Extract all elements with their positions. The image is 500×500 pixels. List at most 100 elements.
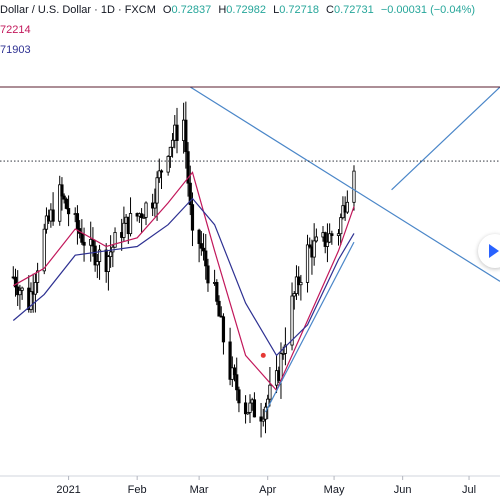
legend-ohlc-row: Dollar / U.S. Dollar · 1D · FXCM O0.7283…: [0, 0, 500, 20]
x-tick-label: May: [324, 484, 345, 496]
candle-body: [235, 374, 239, 391]
candle-body: [232, 367, 237, 376]
candle-body: [248, 402, 252, 413]
candle-body: [82, 241, 86, 246]
close-value: 0.72731: [334, 4, 374, 16]
event-marker: [260, 352, 266, 358]
candle-body: [246, 412, 250, 415]
ma-fast-line: [13, 171, 355, 392]
candle-body: [206, 265, 210, 284]
candle-body: [330, 233, 334, 236]
ma-slow-line: [12, 197, 355, 357]
low-value: 0.72718: [279, 4, 319, 16]
candle-body: [228, 341, 232, 380]
candle-body: [170, 139, 175, 148]
candle-body: [155, 177, 159, 204]
candle-body: [66, 208, 71, 215]
candle-body: [168, 146, 172, 157]
candle-body: [297, 276, 301, 286]
high-value: 0.72982: [226, 4, 267, 16]
close-label: C: [326, 4, 334, 16]
candle-body: [325, 241, 330, 247]
candle-body: [279, 353, 283, 381]
candle-body: [252, 399, 257, 418]
candle-body: [106, 256, 111, 272]
candle-body: [190, 204, 195, 231]
candle-body: [91, 239, 95, 247]
candle-body: [44, 215, 49, 230]
candle-body: [323, 232, 327, 247]
candle-body: [215, 282, 219, 302]
symbol-label: Dollar / U.S. Dollar · 1D · FXCM: [0, 4, 156, 16]
candle-body: [122, 222, 126, 238]
candle-body: [263, 406, 268, 420]
candle-body: [299, 282, 303, 286]
x-tick-label: Mar: [190, 484, 209, 496]
candle-body: [305, 244, 310, 283]
candle-body: [29, 291, 33, 310]
candle-body: [157, 170, 161, 179]
candle-body: [314, 236, 318, 242]
high-label: H: [218, 4, 227, 16]
candle-body: [153, 202, 157, 209]
legend-ma1-row: 72214: [0, 20, 500, 40]
candle-body: [221, 316, 226, 343]
trendline-ascending-long: [391, 86, 500, 191]
x-tick-label: Feb: [128, 484, 147, 496]
candle-body: [312, 240, 316, 258]
candle-body: [217, 300, 221, 317]
candle-body: [80, 232, 84, 243]
candle-body: [237, 389, 241, 404]
candle-body: [18, 289, 22, 296]
candle-body: [290, 295, 294, 346]
candle-body: [328, 233, 332, 243]
legend-ma2-row: 71903: [0, 40, 500, 60]
x-tick-label: Jun: [394, 484, 412, 496]
candle-body: [42, 228, 46, 272]
candle-body: [175, 124, 179, 141]
chart-legend: Dollar / U.S. Dollar · 1D · FXCM O0.7283…: [0, 0, 500, 60]
series-layer: [12, 171, 355, 392]
candle-body: [261, 418, 265, 422]
ma-fast-value: 72214: [0, 24, 31, 36]
candle-body: [281, 352, 285, 355]
candle-body: [243, 402, 248, 415]
candle-body: [345, 201, 349, 213]
candle-body: [142, 216, 146, 219]
trendline-ascending: [264, 241, 355, 413]
candle-body: [197, 229, 201, 244]
candle-body: [352, 170, 356, 203]
x-tick-label: 2021: [56, 484, 80, 496]
candle-body: [64, 198, 68, 209]
candle-body: [33, 282, 37, 295]
candle-body: [113, 232, 117, 248]
candle-body: [95, 261, 99, 266]
candle-body: [283, 344, 287, 354]
open-label: O: [162, 4, 172, 16]
candle-body: [60, 184, 64, 197]
candle-body: [36, 270, 40, 283]
candle-body: [97, 249, 102, 262]
candle-body: [144, 202, 148, 218]
candle-body: [75, 213, 80, 229]
candles-layer: [11, 101, 356, 438]
candle-body: [199, 243, 203, 249]
open-value: 0.72837: [171, 4, 212, 16]
scroll-to-realtime-button[interactable]: [478, 234, 500, 268]
candle-body: [339, 217, 343, 235]
candle-body: [128, 213, 133, 235]
x-tick-label: Jul: [462, 484, 476, 496]
candle-body: [13, 276, 18, 288]
candle-body: [159, 170, 164, 173]
x-tick-label: Apr: [259, 484, 276, 496]
candle-body: [139, 213, 144, 218]
candle-body: [292, 293, 296, 297]
candle-body: [201, 247, 206, 252]
candle-body: [109, 251, 113, 258]
candle-body: [204, 250, 208, 267]
candle-body: [62, 195, 66, 200]
candle-body: [58, 184, 62, 222]
candle-body: [186, 151, 190, 184]
x-axis: 2021 Feb Mar Apr May Jun Jul: [0, 475, 500, 496]
